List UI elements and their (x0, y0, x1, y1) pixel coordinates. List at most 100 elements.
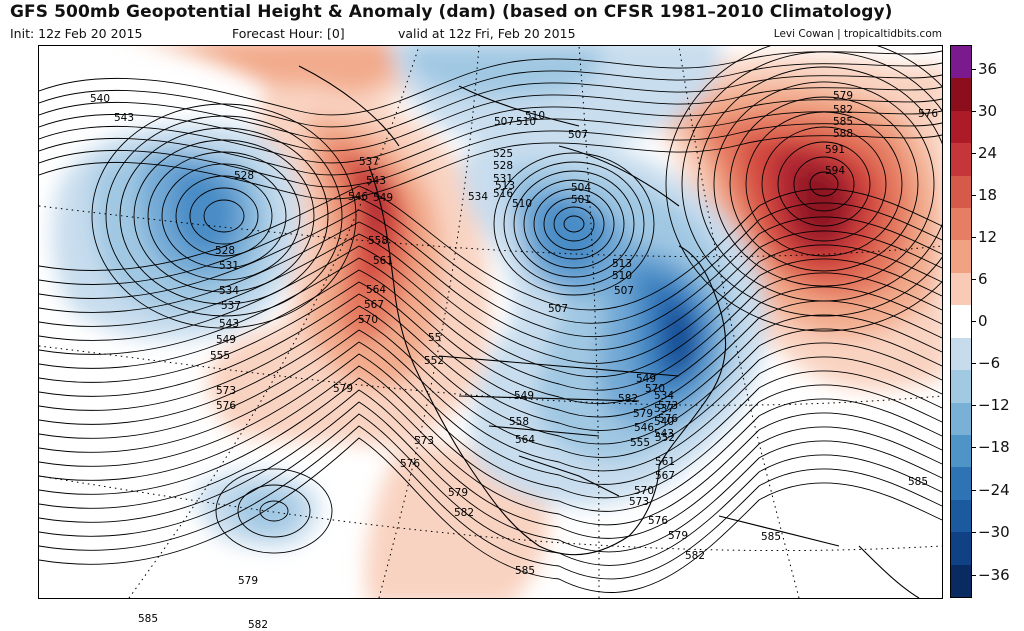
contour-label: 510 (612, 270, 633, 282)
colorbar-tick (971, 69, 976, 70)
coastlines (298, 65, 920, 598)
contour-label: 579 (668, 530, 689, 542)
contour-label: 55 (428, 332, 442, 344)
colorbar-tick-label: −36 (978, 566, 1010, 584)
contour-label: 567 (655, 470, 676, 482)
contour-label: 573 (216, 385, 237, 397)
colorbar-tick (971, 490, 976, 491)
contour-label: 531 (493, 173, 514, 185)
contour-label: 576 (648, 515, 669, 527)
colorbar-tick (971, 405, 976, 406)
contour-label: 552 (424, 355, 445, 367)
colorbar-segment (951, 305, 971, 339)
contour-label: 549 (373, 192, 394, 204)
colorbar-segment (951, 532, 971, 566)
colorbar-tick-label: −18 (978, 438, 1010, 456)
contour-label: 564 (366, 284, 387, 296)
contour-label: 582 (685, 550, 706, 562)
map-panel (38, 45, 943, 599)
colorbar-tick-label: 24 (978, 144, 998, 162)
init-time: Init: 12z Feb 20 2015 (10, 26, 143, 41)
contour-label: 549 (216, 334, 237, 346)
colorbar-segment (951, 143, 971, 177)
colorbar-tick (971, 363, 976, 364)
graticule (39, 46, 942, 598)
contour-label: 579 (633, 408, 654, 420)
colorbar-tick-label: 6 (978, 270, 988, 288)
contour-label: 582 (833, 104, 854, 116)
colorbar-segment (951, 240, 971, 274)
contour-label: 552 (655, 432, 676, 444)
colorbar-tick-label: 36 (978, 60, 998, 78)
colorbar-tick-label: 30 (978, 102, 998, 120)
contour-label: 543 (219, 318, 240, 330)
colorbar-tick (971, 447, 976, 448)
contour-label: 573 (414, 435, 435, 447)
contour-label: 549 (514, 390, 535, 402)
colorbar-tick-label: −30 (978, 523, 1010, 541)
contour-label: 540 (90, 93, 111, 105)
colorbar-tick (971, 195, 976, 196)
contour-label: 510 (525, 110, 546, 122)
contour-label: 591 (825, 144, 846, 156)
colorbar-tick-label: 0 (978, 312, 988, 330)
contour-label: 501 (571, 194, 592, 206)
contour-label: 543 (366, 175, 387, 187)
contour-label: 579 (238, 575, 259, 587)
colorbar-tick (971, 532, 976, 533)
colorbar-tick-label: −12 (978, 396, 1010, 414)
contour-label: 528 (493, 160, 514, 172)
colorbar-tick-label: −6 (978, 354, 1001, 372)
contour-label: 570 (645, 383, 666, 395)
contour-label: 570 (358, 314, 379, 326)
colorbar-segment (951, 175, 971, 209)
contour-label: 507 (568, 129, 589, 141)
contour-label: 504 (571, 182, 592, 194)
contour-label: 573 (629, 496, 650, 508)
colorbar-segment (951, 46, 971, 79)
forecast-hour: Forecast Hour: [0] (232, 26, 345, 41)
contour-label: 585 (833, 116, 854, 128)
map-title: GFS 500mb Geopotential Height & Anomaly … (10, 2, 893, 22)
contour-label: 528 (234, 170, 255, 182)
credit-text: Levi Cowan | tropicaltidbits.com (773, 28, 942, 40)
contour-label: 534 (219, 285, 240, 297)
colorbar-segment (951, 564, 971, 598)
contour-label: 585 (761, 531, 782, 543)
contour-label: 549 (636, 373, 657, 385)
colorbar-segment (951, 78, 971, 112)
contour-label: 573 (658, 400, 679, 412)
colorbar-tick-label: 12 (978, 228, 998, 246)
colorbar-segment (951, 337, 971, 371)
contour-label: 510 (516, 116, 537, 128)
colorbar-tick (971, 237, 976, 238)
colorbar-tick (971, 279, 976, 280)
contour-label: 513 (495, 180, 516, 192)
contour-label: 582 (618, 393, 639, 405)
contour-label: 534 (654, 390, 675, 402)
colorbar-segment (951, 402, 971, 436)
contour-label: 594 (825, 165, 846, 177)
contour-label: 513 (612, 258, 633, 270)
contour-label: 537 (359, 156, 380, 168)
contour-label: 585 (908, 476, 929, 488)
colorbar-tick (971, 321, 976, 322)
colorbar-segment (951, 110, 971, 144)
contour-label: 507 (614, 285, 635, 297)
contour-label: 567 (364, 299, 385, 311)
contour-label: 576 (216, 400, 237, 412)
colorbar-tick (971, 153, 976, 154)
contour-label: 579 (333, 383, 354, 395)
colorbar-tick (971, 111, 976, 112)
contour-label: 561 (655, 456, 676, 468)
colorbar-segment (951, 272, 971, 306)
colorbar-segment (951, 370, 971, 404)
contour-label: 537 (221, 300, 242, 312)
contour-label: 540 (654, 416, 675, 428)
colorbar-tick (971, 575, 976, 576)
contour-label: 579 (833, 90, 854, 102)
contour-label: 585 (138, 613, 159, 625)
height-contours (39, 46, 942, 593)
colorbar-tick-label: −24 (978, 481, 1010, 499)
colorbar-segment (951, 434, 971, 468)
